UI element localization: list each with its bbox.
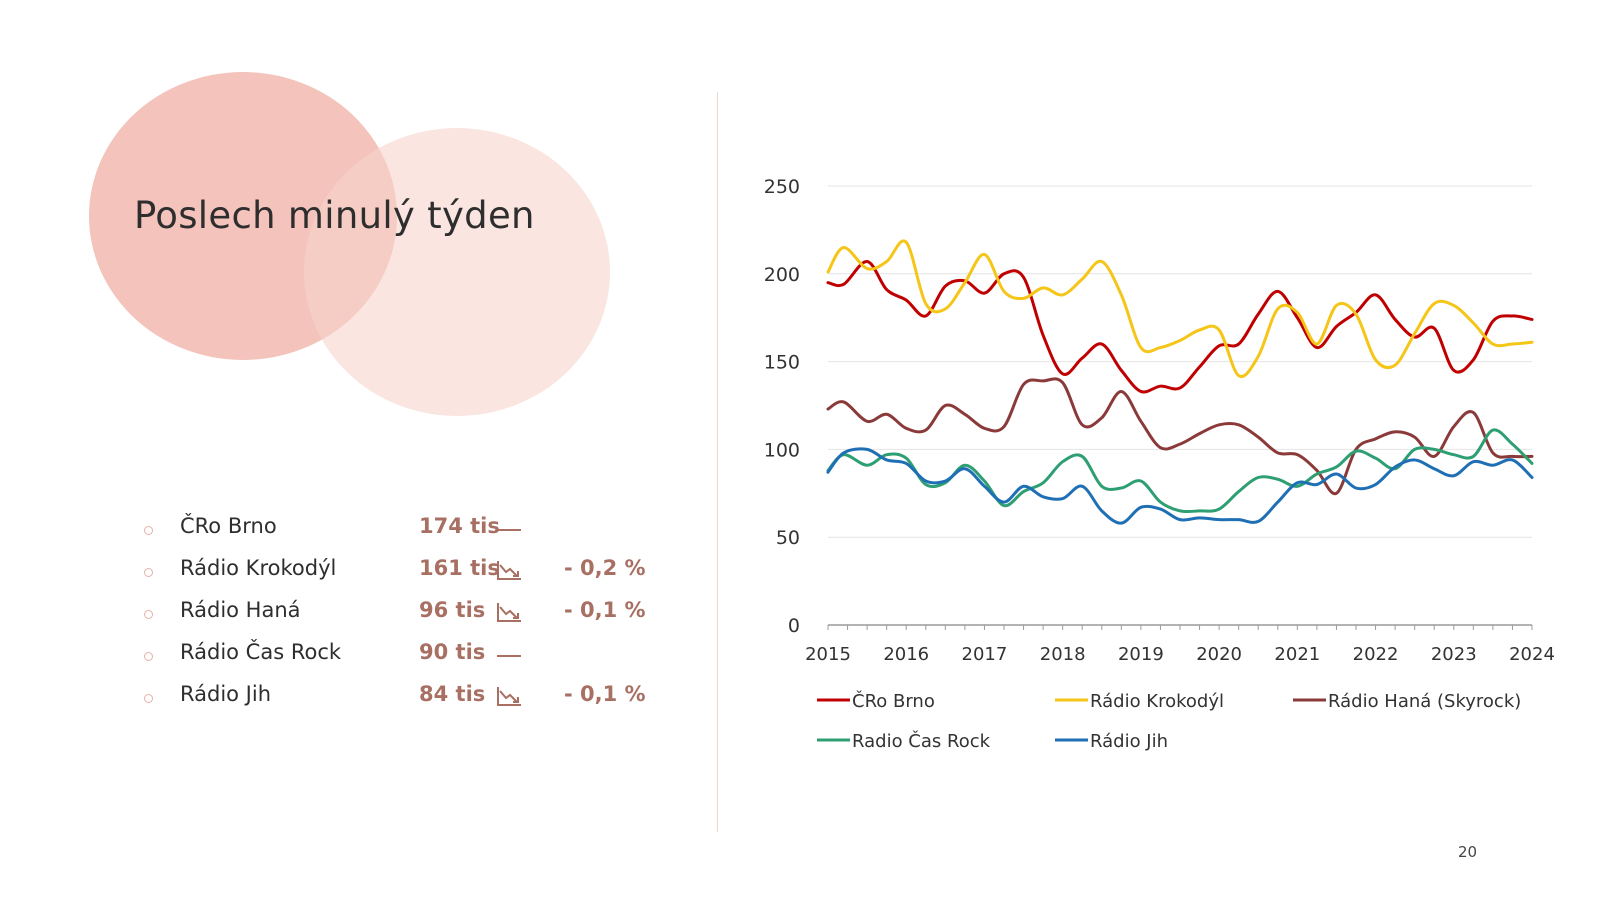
x-tick-label: 2023 [1431,644,1477,665]
flat-line-icon [497,655,521,657]
legend-label: ČRo Brno [852,690,935,712]
station-row: Rádio Haná 96 tis - 0,1 % [140,598,660,640]
station-value: 90 tis [419,640,486,664]
bullet-icon [144,526,153,535]
y-tick-label: 100 [764,439,800,461]
x-tick-label: 2020 [1196,644,1242,665]
station-change: - 0,2 % [564,556,646,580]
vertical-divider [717,92,718,832]
legend-label: Rádio Krokodýl [1090,691,1224,712]
station-row: ČRo Brno 174 tis [140,514,660,556]
legend-label: Rádio Jih [1090,731,1168,752]
bullet-icon [144,694,153,703]
y-tick-label: 150 [764,352,800,374]
slide-title: Poslech minulý týden [134,194,535,237]
x-tick-label: 2016 [883,644,929,665]
page-number: 20 [1458,843,1478,861]
x-tick-label: 2019 [1118,644,1164,665]
x-tick-label: 2015 [805,644,851,665]
bullet-icon [144,652,153,661]
station-name: ČRo Brno [180,514,277,538]
station-name: Rádio Čas Rock [180,640,342,664]
series-line-3 [826,377,1534,496]
series-line-1 [826,260,1534,394]
x-tick-label: 2018 [1040,644,1086,665]
bullet-icon [144,610,153,619]
trend-down-icon [497,687,521,706]
station-name: Rádio Haná [180,598,301,622]
x-tick-label: 2017 [962,644,1008,665]
line-chart: 0 50 100 150 200 250 2015 2016 2017 2018 2019 2020 2… [764,176,1555,752]
x-tick-label: 2022 [1353,644,1399,665]
flat-line-icon [497,529,521,531]
y-tick-label: 0 [788,615,800,637]
legend-label: Radio Čas Rock [852,730,991,752]
legend-label: Rádio Haná (Skyrock) [1328,691,1521,712]
trend-down-icon [497,561,521,580]
decorative-circle-right [304,128,610,416]
station-name: Rádio Krokodýl [180,556,337,580]
station-value: 84 tis [419,682,486,706]
y-tick-label: 250 [764,176,800,198]
station-row: Rádio Jih 84 tis - 0,1 % [140,682,660,724]
series-line-4 [826,428,1534,514]
x-tick-label: 2024 [1509,644,1555,665]
x-tick-label: 2021 [1274,644,1320,665]
station-row: Rádio Čas Rock 90 tis [140,640,660,682]
station-value: 174 tis [419,514,500,538]
station-name: Rádio Jih [180,682,272,706]
y-tick-label: 50 [776,527,800,549]
station-value: 96 tis [419,598,486,622]
station-row: Rádio Krokodýl 161 tis - 0,2 % [140,556,660,598]
y-tick-label: 200 [764,264,800,286]
series-line-2 [826,239,1534,379]
station-change: - 0,1 % [564,682,646,706]
bullet-icon [144,568,153,577]
series-line-5 [826,447,1534,525]
station-value: 161 tis [419,556,500,580]
trend-down-icon [497,603,521,622]
station-change: - 0,1 % [564,598,646,622]
station-list: ČRo Brno 174 tis Rádio Krokodýl 161 tis … [140,514,660,724]
